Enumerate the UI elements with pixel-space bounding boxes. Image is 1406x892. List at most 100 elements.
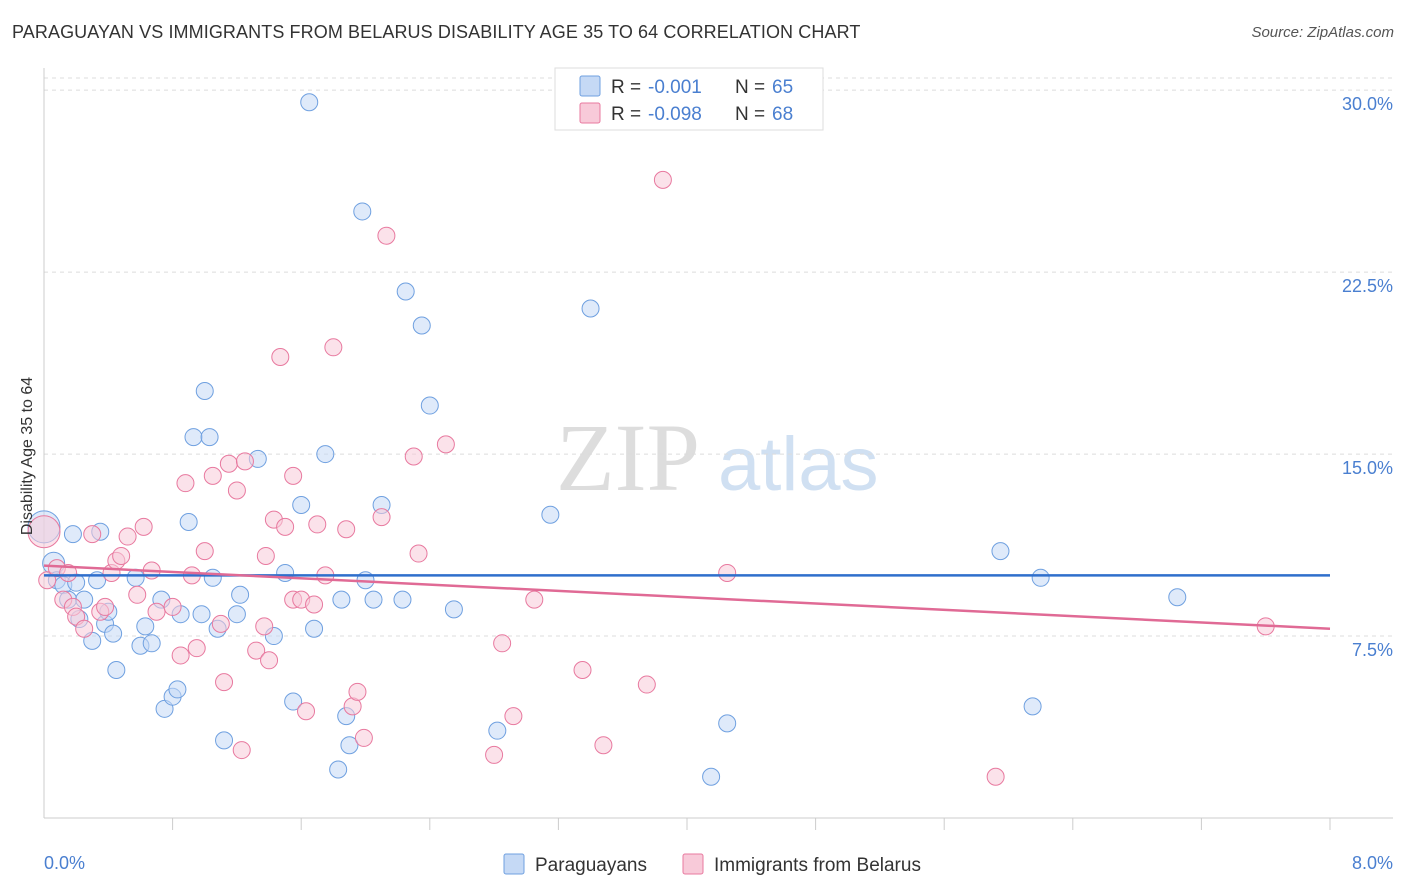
belarus-point (284, 466, 303, 485)
stats-n-label-paraguayans: N = (735, 77, 765, 98)
paraguayan-point (203, 568, 222, 587)
y-tick-label: 15.0% (1342, 458, 1393, 478)
paraguayan-point (104, 624, 123, 643)
paraguayan-point (488, 721, 507, 740)
belarus-point (653, 170, 672, 189)
belarus-point (195, 542, 214, 561)
grid-layer (44, 77, 1393, 637)
paraguayan-point (581, 299, 600, 318)
belarus-point (134, 517, 153, 536)
belarus-point (305, 595, 324, 614)
paraguayan-point (340, 736, 359, 755)
y-tick-label: 7.5% (1352, 640, 1393, 660)
paraguayan-point (179, 513, 198, 531)
belarus-point (354, 728, 373, 747)
paraguayan-point (168, 680, 187, 699)
belarus-point (276, 517, 295, 536)
paraguayan-point (332, 590, 351, 609)
x-tick-label-min: 0.0% (44, 853, 85, 873)
belarus-point (128, 585, 147, 604)
series-legend: Paraguayans Immigrants from Belarus (503, 853, 921, 876)
paraguayan-point (1031, 568, 1050, 587)
paraguayan-point (444, 600, 463, 619)
stats-n-value-belarus: 68 (772, 104, 793, 125)
belarus-point (75, 619, 94, 638)
belarus-point (308, 515, 327, 534)
belarus-point (525, 590, 544, 609)
belarus-point (219, 454, 238, 473)
belarus-point (235, 452, 254, 471)
chart-title: PARAGUAYAN VS IMMIGRANTS FROM BELARUS DI… (12, 22, 861, 42)
stats-swatch-paraguayans (579, 75, 601, 97)
legend-swatch-belarus (682, 853, 704, 875)
y-tick-label: 22.5% (1342, 276, 1393, 296)
legend-label-belarus: Immigrants from Belarus (714, 855, 921, 876)
paraguayan-point (126, 568, 145, 587)
paraguayan-point (305, 619, 324, 638)
paraguayan-point (231, 585, 250, 604)
x-tick-label-max: 8.0% (1352, 853, 1393, 873)
trend-layer (43, 564, 1331, 631)
belarus-point (227, 481, 246, 500)
belarus-point (377, 226, 396, 245)
belarus-point (83, 525, 102, 544)
belarus-point (256, 546, 275, 565)
belarus-point (255, 617, 274, 636)
paraguayan-point (284, 692, 303, 711)
paraguayan-point (412, 316, 431, 335)
paraguayan-point (292, 496, 311, 515)
belarus-point (215, 673, 234, 692)
belarus-point (171, 646, 190, 665)
belarus-point (271, 348, 290, 367)
belarus-point (372, 508, 391, 527)
legend-label-paraguayans: Paraguayans (535, 855, 647, 876)
stats-r-value-belarus: -0.098 (648, 104, 702, 125)
belarus-point (485, 745, 504, 764)
paraguayan-point (192, 605, 211, 624)
belarus-point (324, 338, 343, 357)
y-tick-label: 30.0% (1342, 94, 1393, 114)
paraguayan-point (316, 445, 335, 464)
stats-r-label-paraguayans: R = (611, 77, 641, 98)
paraguayan-point (227, 605, 246, 624)
belarus-point (112, 546, 131, 565)
stats-n-label-belarus: N = (735, 104, 765, 125)
paraguayan-point (329, 760, 348, 779)
paraguayan-point (1168, 588, 1187, 607)
paraguayan-point (420, 396, 439, 415)
paraguayan-point (991, 542, 1010, 561)
paraguayan-point (136, 617, 155, 636)
paraguayan-point (63, 525, 82, 544)
belarus-point (187, 639, 206, 658)
belarus-point (203, 466, 222, 485)
paraguayan-point (300, 93, 319, 112)
belarus-point (573, 661, 592, 679)
stats-n-value-paraguayans: 65 (772, 77, 793, 98)
paraguayan-point (107, 661, 126, 679)
belarus-point (211, 614, 230, 633)
belarus-point (404, 447, 423, 466)
stats-r-value-paraguayans: -0.001 (648, 77, 702, 98)
paraguayan-point (718, 714, 737, 733)
watermark-zip: ZIP (556, 404, 700, 511)
belarus-point (247, 641, 266, 660)
belarus-point (147, 602, 166, 621)
belarus-point (436, 435, 455, 454)
belarus-point (96, 597, 115, 616)
paraguayan-point (1023, 697, 1042, 716)
belarus-point (260, 651, 279, 670)
paraguayan-point (195, 381, 214, 400)
paraguayan-point (184, 428, 203, 447)
stats-swatch-belarus (579, 102, 601, 124)
paraguayan-point (200, 428, 219, 447)
belarus-point (594, 736, 613, 755)
paraguayan-point (364, 590, 383, 609)
belarus-point (718, 563, 737, 582)
paraguayan-point (702, 767, 721, 786)
paraguayan-point (541, 505, 560, 524)
stats-legend: R = -0.001 N = 65 R = -0.098 N = 68 (554, 67, 824, 131)
belarus-point (232, 741, 251, 760)
belarus-point (348, 682, 367, 701)
belarus-trend-line (43, 564, 1331, 631)
